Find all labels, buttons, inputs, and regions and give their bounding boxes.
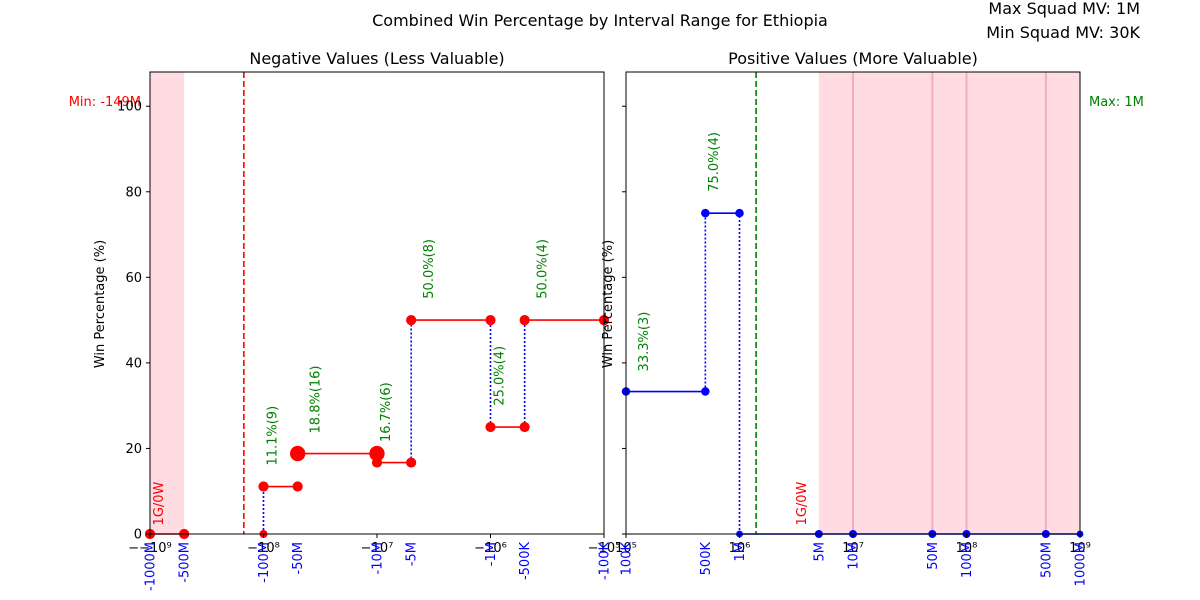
x-value-label: -500K	[518, 542, 533, 581]
data-point	[735, 208, 744, 218]
data-point	[406, 315, 417, 326]
x-tick-label: −10⁵	[588, 541, 621, 556]
x-tick-label: 10⁵	[615, 541, 637, 556]
data-point	[485, 315, 496, 326]
data-point	[485, 421, 496, 433]
x-value-label: 1M	[733, 542, 748, 562]
data-point	[258, 481, 269, 492]
data-label: 18.8%(16)	[309, 365, 324, 433]
data-point	[519, 421, 530, 433]
x-value-label: -100K	[598, 542, 613, 581]
x-value-label: -100M	[257, 542, 272, 583]
data-point	[406, 457, 417, 468]
data-point	[701, 208, 710, 218]
data-label: 25.0%(4)	[492, 346, 507, 406]
x-value-label: 1000M	[1074, 542, 1089, 586]
x-value-label: 100M	[960, 542, 975, 578]
data-point	[292, 481, 303, 492]
x-value-label: -1000M	[144, 542, 159, 591]
right-y-axis-label: Win Percentage (%)	[601, 240, 616, 368]
max-squad-label: Max Squad MV: 1M	[988, 0, 1140, 18]
positive-values-panel: Positive Values (More Valuable) Win Perc…	[601, 49, 1144, 586]
x-tick-label: −−10⁹	[128, 541, 172, 556]
data-label: 50.0%(8)	[422, 239, 437, 299]
data-label: 50.0%(4)	[536, 239, 551, 299]
data-point	[701, 387, 710, 396]
x-value-label: -5M	[405, 542, 420, 566]
x-value-label: -10M	[371, 542, 386, 574]
x-tick-label: 10⁹	[1069, 541, 1091, 556]
x-value-label: 5M	[812, 542, 827, 562]
reference-line-label: Min: -149M	[69, 95, 141, 110]
min-squad-label: Min Squad MV: 30K	[986, 23, 1140, 42]
data-point	[290, 445, 306, 462]
y-tick-label: 0	[134, 528, 142, 543]
y-tick-label: 60	[125, 271, 142, 286]
x-value-label: 500M	[1039, 542, 1054, 578]
x-value-label: 10M	[847, 542, 862, 570]
y-tick-label: 80	[125, 185, 142, 200]
data-point	[371, 457, 383, 468]
data-label: 1G/0W	[795, 481, 810, 525]
data-point	[519, 315, 530, 326]
data-label: 1G/0W	[152, 481, 167, 525]
data-label: 75.0%(4)	[707, 132, 722, 192]
shaded-region	[818, 72, 1080, 534]
x-value-label: 100K	[620, 542, 635, 576]
data-point	[369, 445, 385, 462]
x-value-label: -1M	[484, 542, 499, 566]
data-label: 33.3%(3)	[637, 312, 652, 372]
shaded-region	[150, 72, 185, 534]
y-tick-label: 20	[125, 442, 142, 457]
x-tick-label: 10⁶	[729, 541, 751, 556]
y-tick-label: 100	[117, 100, 142, 115]
x-value-label: -50M	[291, 542, 306, 574]
y-tick-label: 40	[125, 356, 142, 371]
left-panel-title: Negative Values (Less Valuable)	[249, 49, 504, 68]
reference-line-label: Max: 1M	[1089, 95, 1144, 110]
x-value-label: 50M	[926, 542, 941, 570]
right-panel-title: Positive Values (More Valuable)	[728, 49, 978, 68]
x-value-label: 500K	[699, 542, 714, 576]
x-tick-label: 10⁷	[842, 541, 864, 556]
figure-title: Combined Win Percentage by Interval Rang…	[372, 11, 828, 30]
x-value-label: -500M	[178, 542, 193, 583]
data-label: 16.7%(6)	[379, 382, 394, 442]
left-y-axis-label: Win Percentage (%)	[93, 240, 108, 368]
x-tick-label: −10⁸	[247, 541, 280, 556]
x-tick-label: −10⁶	[474, 541, 507, 556]
negative-values-panel: Negative Values (Less Valuable) Win Perc…	[69, 49, 621, 591]
data-label: 11.1%(9)	[265, 406, 280, 466]
x-tick-label: −10⁷	[361, 541, 394, 556]
x-tick-label: 10⁸	[956, 541, 978, 556]
